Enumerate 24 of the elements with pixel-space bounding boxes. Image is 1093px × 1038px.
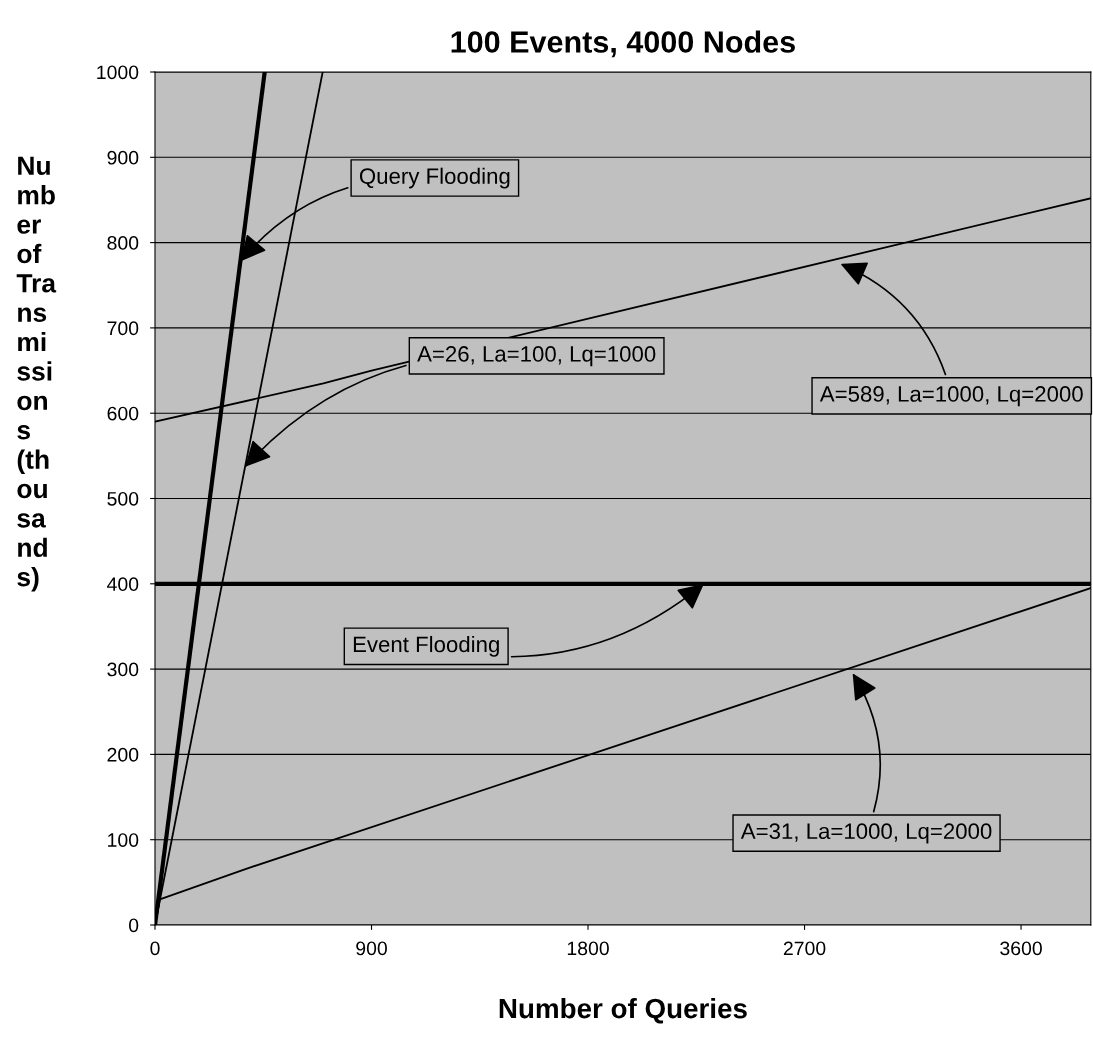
y-tick-label: 900 (107, 150, 139, 165)
x-axis-title: Number of Queries (499, 997, 747, 1024)
x-tick-label: 0 (150, 941, 160, 956)
annotation: A=26, La=100, Lq=1000 (417, 346, 656, 367)
chart-title: 100 Events, 4000 Nodes (451, 30, 795, 58)
annotation: A=31, La=1000, Lq=2000 (740, 823, 992, 844)
x-tick-label: 1800 (567, 941, 609, 956)
annotation: Query Flooding (359, 167, 510, 189)
y-tick-label: 500 (107, 491, 139, 506)
y-tick-label: 800 (107, 236, 139, 250)
y-tick-label: 200 (107, 747, 139, 762)
y-tick-label: 100 (108, 833, 139, 847)
y-tick-label: 1000 (97, 65, 139, 80)
x-tick-label: 2700 (783, 941, 826, 956)
y-tick-label: 600 (107, 406, 139, 421)
x-tick-label: 900 (356, 941, 387, 956)
y-tick-label: 0 (128, 918, 139, 933)
annotation: Event Flooding (353, 635, 499, 657)
text: Nu mb er of Tra ns mi ssi on s (th ou sa nd s) (16, 156, 57, 592)
annotation: A=589, La=1000, Lq=2000 (819, 386, 1083, 407)
y-tick-label: 700 (107, 321, 139, 336)
y-tick-label: 400 (107, 577, 139, 592)
x-tick-label: 3600 (1000, 941, 1042, 956)
y-tick-label: 300 (107, 662, 139, 677)
